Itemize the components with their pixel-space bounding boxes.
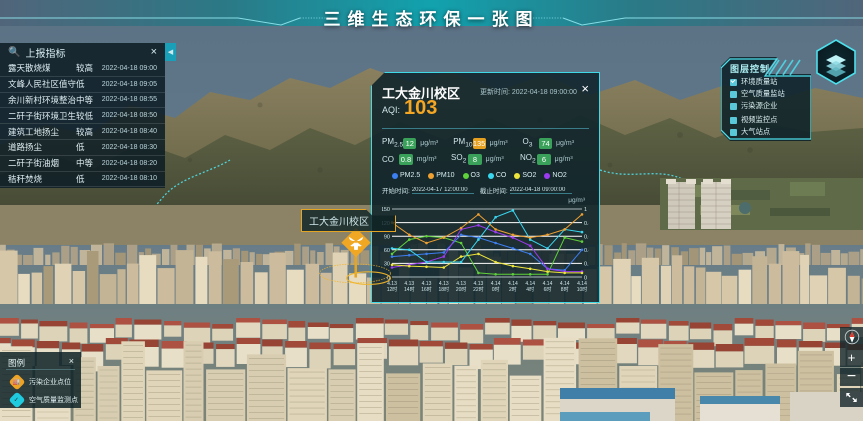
svg-text:1: 1 bbox=[584, 207, 587, 213]
svg-text:0.2: 0.2 bbox=[584, 262, 589, 268]
svg-text:150: 150 bbox=[382, 207, 390, 213]
svg-text:22时: 22时 bbox=[473, 286, 484, 293]
svg-text:0.8: 0.8 bbox=[584, 221, 589, 227]
svg-text:20时: 20时 bbox=[456, 286, 467, 293]
svg-text:18时: 18时 bbox=[439, 286, 450, 293]
svg-text:10时: 10时 bbox=[577, 286, 588, 293]
svg-text:4时: 4时 bbox=[526, 286, 534, 293]
svg-text:2时: 2时 bbox=[509, 286, 517, 293]
svg-text:0.4: 0.4 bbox=[584, 248, 589, 254]
svg-text:0时: 0时 bbox=[492, 286, 500, 293]
svg-text:8时: 8时 bbox=[561, 286, 569, 293]
svg-text:0.6: 0.6 bbox=[584, 235, 589, 241]
svg-text:6时: 6时 bbox=[544, 286, 552, 293]
